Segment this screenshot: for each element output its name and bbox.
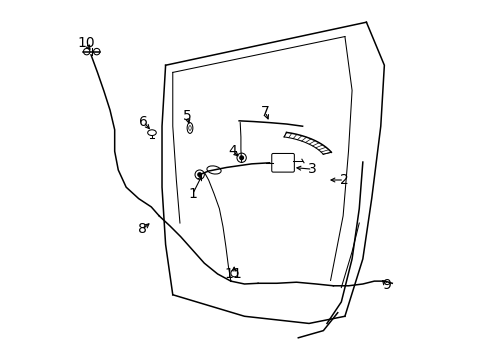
Text: 8: 8 <box>138 222 146 237</box>
Ellipse shape <box>206 166 221 174</box>
Text: 1: 1 <box>188 187 197 201</box>
FancyBboxPatch shape <box>271 153 294 172</box>
Text: 6: 6 <box>139 115 147 129</box>
Text: 9: 9 <box>381 278 390 292</box>
Ellipse shape <box>187 123 192 134</box>
Circle shape <box>198 173 201 176</box>
Text: 5: 5 <box>183 109 191 123</box>
Text: 10: 10 <box>77 36 95 50</box>
Ellipse shape <box>188 126 191 130</box>
Text: 3: 3 <box>307 162 316 176</box>
Ellipse shape <box>147 130 156 135</box>
Circle shape <box>239 156 243 159</box>
Text: 11: 11 <box>224 267 242 281</box>
Text: 7: 7 <box>261 105 269 119</box>
Text: 2: 2 <box>339 173 348 187</box>
Text: 4: 4 <box>228 144 237 158</box>
